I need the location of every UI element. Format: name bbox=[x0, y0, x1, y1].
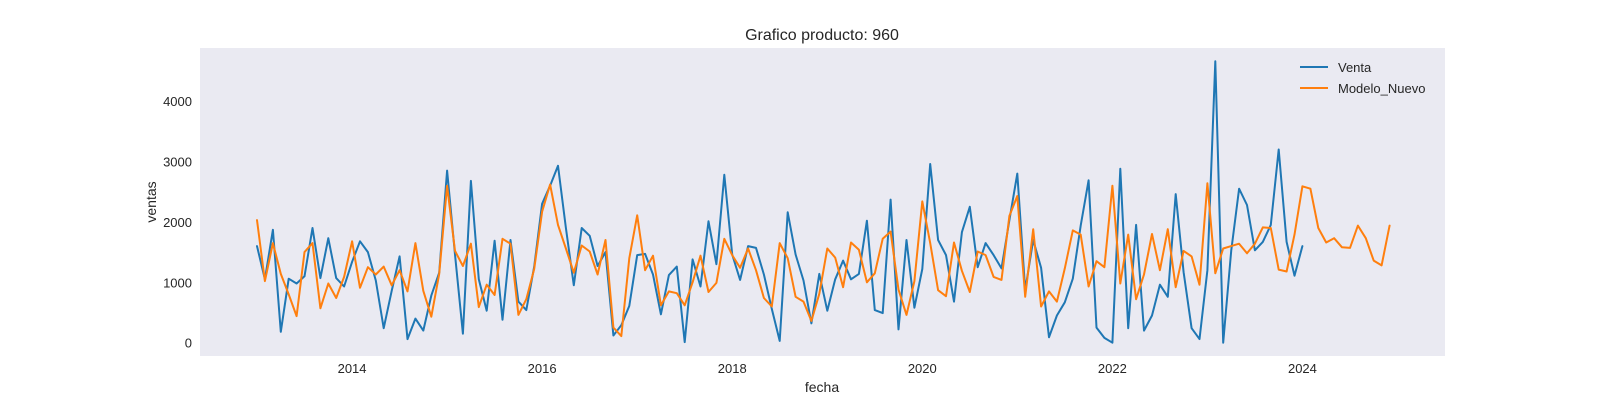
series-line-venta bbox=[256, 60, 1304, 344]
legend: Venta Modelo_Nuevo bbox=[1300, 60, 1425, 96]
legend-label: Venta bbox=[1338, 60, 1372, 75]
chart-title: Grafico producto: 960 bbox=[745, 27, 899, 44]
x-axis-label: fecha bbox=[805, 379, 839, 395]
x-tick-label: 2022 bbox=[1098, 361, 1127, 376]
y-tick-label: 3000 bbox=[163, 155, 192, 170]
x-axis-ticks: 2014 2016 2018 2020 2022 2024 bbox=[338, 361, 1317, 376]
y-axis-label: ventas bbox=[143, 181, 159, 222]
y-tick-label: 1000 bbox=[163, 275, 192, 290]
y-axis-ticks: 0 1000 2000 3000 4000 bbox=[163, 94, 192, 351]
y-tick-label: 0 bbox=[185, 336, 192, 351]
x-tick-label: 2020 bbox=[908, 361, 937, 376]
x-tick-label: 2016 bbox=[528, 361, 557, 376]
y-tick-label: 2000 bbox=[163, 215, 192, 230]
y-tick-label: 4000 bbox=[163, 94, 192, 109]
x-tick-label: 2014 bbox=[338, 361, 367, 376]
x-tick-label: 2018 bbox=[718, 361, 747, 376]
series-line-modelo-nuevo bbox=[256, 182, 1391, 338]
x-tick-label: 2024 bbox=[1288, 361, 1317, 376]
series-layer bbox=[256, 60, 1391, 344]
legend-label: Modelo_Nuevo bbox=[1338, 81, 1425, 96]
